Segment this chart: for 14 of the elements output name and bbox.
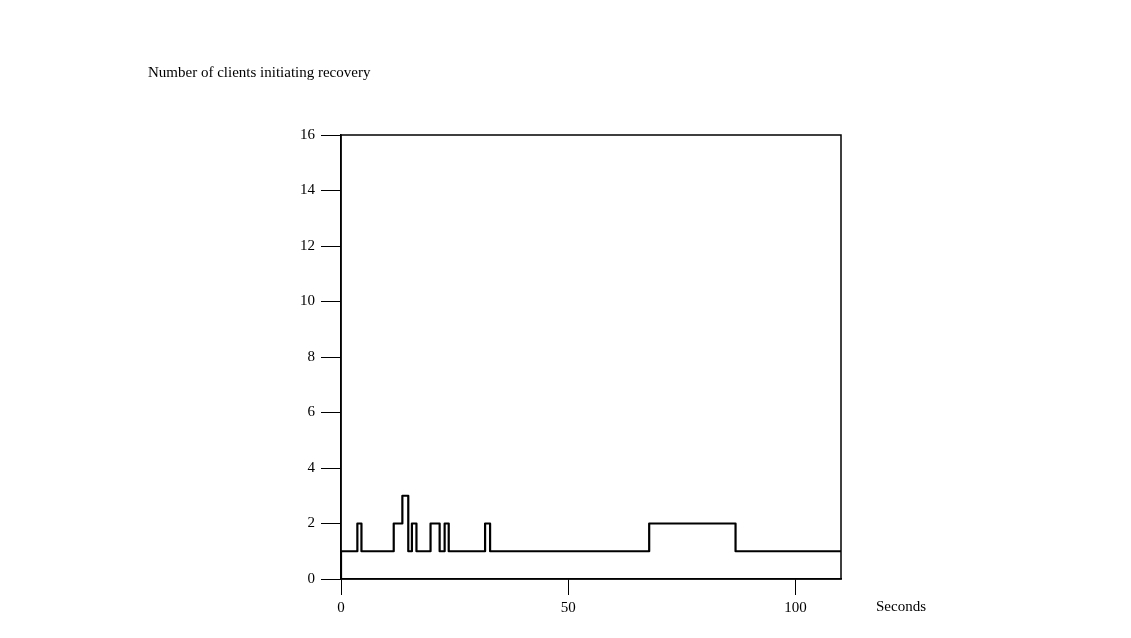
y-tick-label: 12 — [300, 236, 315, 253]
y-tick-label: 4 — [307, 458, 316, 475]
x-tick-label: 50 — [560, 598, 576, 615]
y-tick-label: 8 — [307, 347, 315, 364]
x-tick-label: 100 — [784, 598, 807, 615]
x-axis-title: Seconds — [876, 597, 927, 614]
y-tick-label: 10 — [300, 292, 315, 309]
y-axis-title: Number of clients initiating recovery — [148, 63, 371, 80]
y-tick-label: 6 — [307, 403, 316, 420]
x-tick-label: 0 — [337, 598, 345, 615]
y-tick-label: 14 — [300, 181, 316, 198]
y-tick-label: 0 — [307, 569, 315, 586]
y-tick-label: 2 — [307, 514, 315, 531]
y-tick-label: 16 — [300, 125, 316, 142]
